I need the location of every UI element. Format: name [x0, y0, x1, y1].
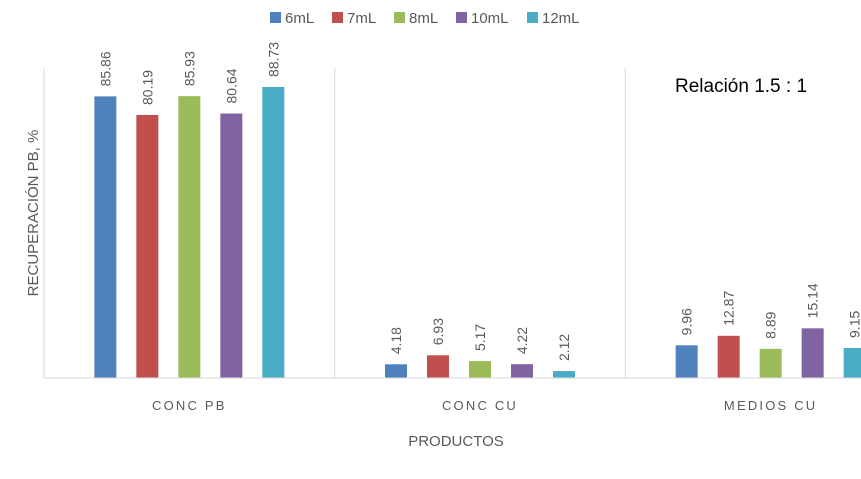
data-label: 5.17 — [472, 324, 488, 351]
data-label: 80.64 — [223, 68, 239, 103]
data-label: 85.93 — [181, 51, 197, 86]
legend-swatch — [332, 12, 343, 23]
chart-annotation: Relación 1.5 : 1 — [675, 76, 807, 97]
data-label: 85.86 — [97, 51, 113, 86]
legend-swatch — [456, 12, 467, 23]
bar — [553, 371, 575, 378]
legend: 6mL 7mL 8mL 10mL 12mL — [270, 10, 580, 27]
legend-label: 12mL — [542, 10, 580, 27]
x-axis-title: PRODUCTOS — [408, 433, 504, 450]
bar — [717, 335, 740, 378]
bar — [843, 347, 861, 378]
legend-label: 10mL — [471, 10, 509, 27]
x-tick-labels: CONC PB CONC CU MEDIOS CU — [152, 398, 817, 413]
data-label: 2.12 — [556, 334, 572, 361]
bar — [136, 114, 159, 378]
data-label: 88.73 — [265, 42, 281, 77]
category-separators — [43, 68, 626, 378]
legend-swatch — [394, 12, 405, 23]
data-label: 6.93 — [430, 318, 446, 345]
legend-label: 6mL — [285, 10, 314, 27]
x-tick-label: MEDIOS CU — [724, 398, 817, 413]
data-label: 80.19 — [139, 70, 155, 105]
legend-swatch — [270, 12, 281, 23]
data-label: 9.15 — [847, 311, 861, 338]
bars — [94, 86, 861, 379]
bar — [469, 361, 491, 378]
data-label: 4.22 — [514, 327, 530, 354]
bar — [94, 96, 117, 378]
data-label: 8.89 — [763, 311, 779, 338]
data-label: 4.18 — [388, 327, 404, 354]
x-tick-label: CONC PB — [152, 398, 227, 413]
bar — [511, 364, 533, 378]
bar — [262, 86, 285, 378]
legend-label: 8mL — [409, 10, 438, 27]
bar — [759, 348, 782, 378]
bar — [178, 96, 201, 378]
data-label: 9.96 — [679, 308, 695, 335]
bar — [385, 364, 407, 378]
bar — [801, 328, 824, 378]
x-tick-label: CONC CU — [442, 398, 518, 413]
data-labels: 85.86 80.19 85.93 80.64 88.73 4.18 6.93 5.17 4.2… — [97, 42, 861, 361]
legend-swatch — [527, 12, 538, 23]
data-label: 12.87 — [721, 291, 737, 326]
bar — [675, 345, 698, 378]
legend-label: 7mL — [347, 10, 376, 27]
bar — [220, 113, 243, 379]
bar — [427, 355, 449, 378]
y-axis-title: RECUPERACIÓN PB, % — [25, 130, 42, 297]
data-label: 15.14 — [805, 283, 821, 318]
